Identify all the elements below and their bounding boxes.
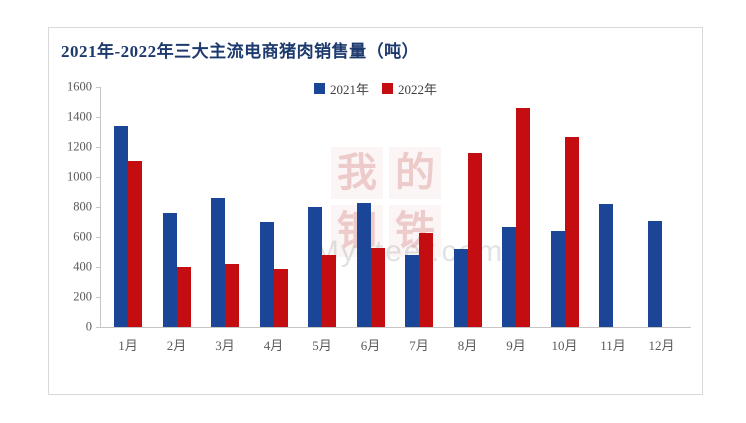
y-axis-tick-mark xyxy=(96,326,101,328)
y-axis-tick-label: 1000 xyxy=(67,169,92,184)
x-axis-tick-label: 1月 xyxy=(118,338,138,353)
legend-swatch-2021 xyxy=(313,83,325,94)
chart-card: 2021年-2022年三大主流电商猪肉销售量（吨） 2021年 2022年 我的… xyxy=(48,27,703,395)
y-axis-tick-label: 800 xyxy=(73,199,92,214)
bar-2021年-11月[interactable] xyxy=(599,204,613,327)
y-axis-tick-label: 1200 xyxy=(67,139,92,154)
legend-swatch-2022 xyxy=(382,83,393,94)
bar-2021年-10月[interactable] xyxy=(550,231,565,327)
y-axis-tick-label: 600 xyxy=(73,229,92,244)
y-axis-tick-mark xyxy=(96,266,101,268)
x-axis-tick-label: 10月 xyxy=(551,338,578,353)
x-axis-tick-label: 12月 xyxy=(648,338,675,353)
watermark-character: 铁 xyxy=(389,205,441,257)
y-axis-tick-mark xyxy=(96,116,101,118)
bar-2021年-7月[interactable] xyxy=(405,255,419,327)
bar-2022年-8月[interactable] xyxy=(467,153,482,327)
plot-area: 我的钢铁 Mysteel.com 02004006008001000120014… xyxy=(67,80,691,353)
bar-2022年-3月[interactable] xyxy=(225,264,239,327)
y-axis-tick-mark xyxy=(96,206,101,208)
legend-label-2021: 2021年 xyxy=(329,82,369,97)
bar-2021年-3月[interactable] xyxy=(211,198,225,327)
bar-2021年-8月[interactable] xyxy=(453,249,468,327)
bar-2021年-1月[interactable] xyxy=(114,126,128,327)
x-axis-tick-label: 7月 xyxy=(409,338,429,353)
y-axis-tick-mark xyxy=(96,296,101,298)
bar-2021年-12月[interactable] xyxy=(647,220,662,327)
chart-title: 2021年-2022年三大主流电商猪肉销售量（吨） xyxy=(61,42,420,61)
y-axis-tick-label: 1400 xyxy=(67,109,92,124)
x-axis-tick-label: 11月 xyxy=(600,338,626,353)
legend-item-2022[interactable]: 2022年 xyxy=(382,79,437,98)
bar-2022年-2月[interactable] xyxy=(176,267,191,327)
y-axis-tick-mark xyxy=(96,86,101,88)
legend: 2021年 2022年 xyxy=(49,79,702,98)
bar-2022年-5月[interactable] xyxy=(322,255,336,327)
legend-item-2021[interactable]: 2021年 xyxy=(313,79,369,98)
watermark-character: 的 xyxy=(389,147,441,199)
bar-2021年-9月[interactable] xyxy=(502,226,516,327)
bar-2021年-6月[interactable] xyxy=(356,202,371,327)
y-axis-tick-mark xyxy=(96,176,101,178)
bar-2021年-4月[interactable] xyxy=(259,222,274,327)
x-axis-tick-label: 8月 xyxy=(457,338,478,353)
bar-2022年-6月[interactable] xyxy=(370,247,385,327)
x-axis-tick-label: 5月 xyxy=(312,338,332,353)
x-axis-tick-label: 4月 xyxy=(263,338,284,353)
legend-label-2022: 2022年 xyxy=(398,82,438,97)
y-axis-tick-label: 400 xyxy=(73,259,92,274)
watermark-character: 我 xyxy=(331,147,383,199)
y-axis-tick-mark xyxy=(96,236,101,238)
x-axis-tick-label: 2月 xyxy=(166,338,187,353)
x-axis-tick-label: 3月 xyxy=(215,338,235,353)
y-axis-tick-label: 1600 xyxy=(67,79,92,94)
y-axis-tick-label: 200 xyxy=(73,289,92,304)
bar-2022年-10月[interactable] xyxy=(564,136,579,327)
bar-2022年-4月[interactable] xyxy=(273,268,288,327)
bar-2022年-1月[interactable] xyxy=(128,160,142,327)
bar-2021年-5月[interactable] xyxy=(308,207,322,327)
x-axis-tick-label: 6月 xyxy=(360,338,381,353)
x-axis-tick-label: 9月 xyxy=(506,338,526,353)
y-axis-tick-mark xyxy=(96,146,101,148)
y-axis-tick-label: 0 xyxy=(85,319,92,334)
bar-2022年-9月[interactable] xyxy=(516,108,530,327)
bar-2022年-7月[interactable] xyxy=(419,232,433,327)
bar-2021年-2月[interactable] xyxy=(162,213,177,327)
